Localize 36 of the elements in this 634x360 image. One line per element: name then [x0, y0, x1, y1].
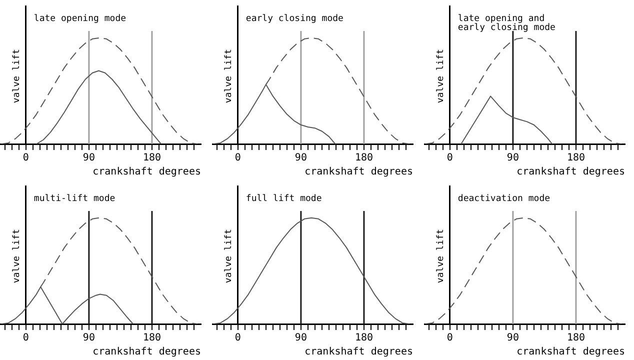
y-axis-title: valve lift — [12, 228, 22, 284]
x-tick-label: 180 — [354, 332, 374, 344]
x-tick-label: 0 — [234, 332, 241, 344]
x-axis-title: crankshaft degrees — [92, 346, 201, 358]
x-tick-label: 0 — [22, 332, 29, 344]
y-axis-title: valve lift — [224, 228, 234, 284]
x-axis-title: crankshaft degrees — [516, 166, 625, 178]
x-tick-label: 90 — [82, 152, 95, 164]
chart-title: early closing mode — [246, 14, 344, 24]
x-tick-label: 90 — [506, 152, 519, 164]
x-tick-label: 0 — [446, 152, 453, 164]
chart-title: late opening mode — [34, 14, 126, 24]
x-tick-label: 0 — [446, 332, 453, 344]
x-axis-title: crankshaft degrees — [516, 346, 625, 358]
y-axis-title: valve lift — [12, 48, 22, 104]
x-tick-label: 180 — [142, 152, 162, 164]
x-tick-label: 90 — [294, 152, 307, 164]
x-axis-title: crankshaft degrees — [304, 166, 413, 178]
x-tick-label: 90 — [506, 332, 519, 344]
x-tick-label: 0 — [234, 152, 241, 164]
x-tick-label: 180 — [566, 152, 586, 164]
y-axis-title: valve lift — [224, 48, 234, 104]
x-tick-label: 180 — [142, 332, 162, 344]
x-tick-label: 90 — [82, 332, 95, 344]
chart-title: late opening and early closing mode — [458, 14, 556, 33]
x-tick-label: 180 — [566, 332, 586, 344]
chart-title: deactivation mode — [458, 194, 550, 204]
x-tick-label: 180 — [354, 152, 374, 164]
y-axis-title: valve lift — [436, 228, 446, 284]
x-tick-label: 0 — [22, 152, 29, 164]
chart-title: full lift mode — [246, 194, 322, 204]
x-axis-title: crankshaft degrees — [92, 166, 201, 178]
x-tick-label: 90 — [294, 332, 307, 344]
y-axis-title: valve lift — [436, 48, 446, 104]
x-axis-title: crankshaft degrees — [304, 346, 413, 358]
chart-title: multi-lift mode — [34, 194, 116, 204]
